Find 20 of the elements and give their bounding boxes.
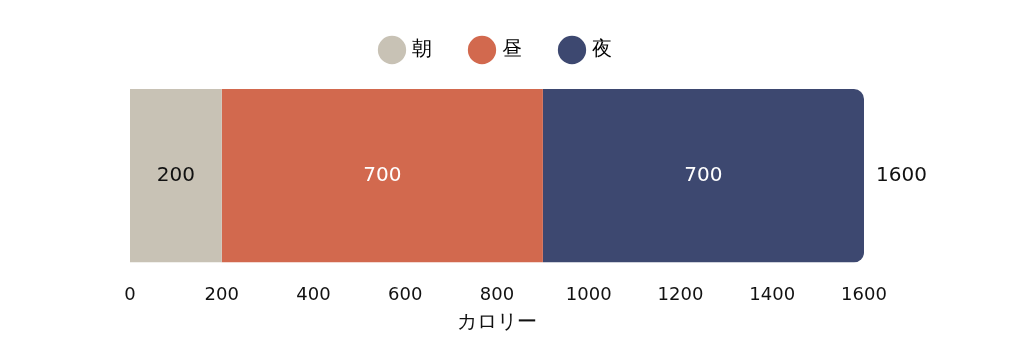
bar: [221, 89, 543, 263]
x-tick-label: 1400: [749, 282, 796, 304]
legend-label: 夜: [592, 36, 612, 61]
x-tick-label: 1000: [565, 282, 612, 304]
legend-label: 昼: [502, 36, 522, 61]
x-axis-title: カロリー: [457, 309, 537, 334]
x-tick-label: 400: [296, 282, 331, 304]
data-label: 700: [363, 161, 402, 186]
x-tick-label: 1600: [841, 282, 887, 304]
x-tick-label: 600: [388, 282, 423, 304]
x-tick-label: 800: [479, 282, 515, 304]
data-label: 700: [684, 161, 723, 186]
x-tick-label: 200: [204, 282, 239, 304]
legend-label: 朝: [412, 36, 432, 61]
x-tick-label: 0: [124, 282, 136, 304]
data-label: 200: [156, 161, 195, 186]
total-label: 1600: [876, 161, 927, 186]
x-tick-label: 1200: [657, 282, 704, 304]
bar: [542, 89, 864, 263]
bar: [130, 89, 222, 263]
